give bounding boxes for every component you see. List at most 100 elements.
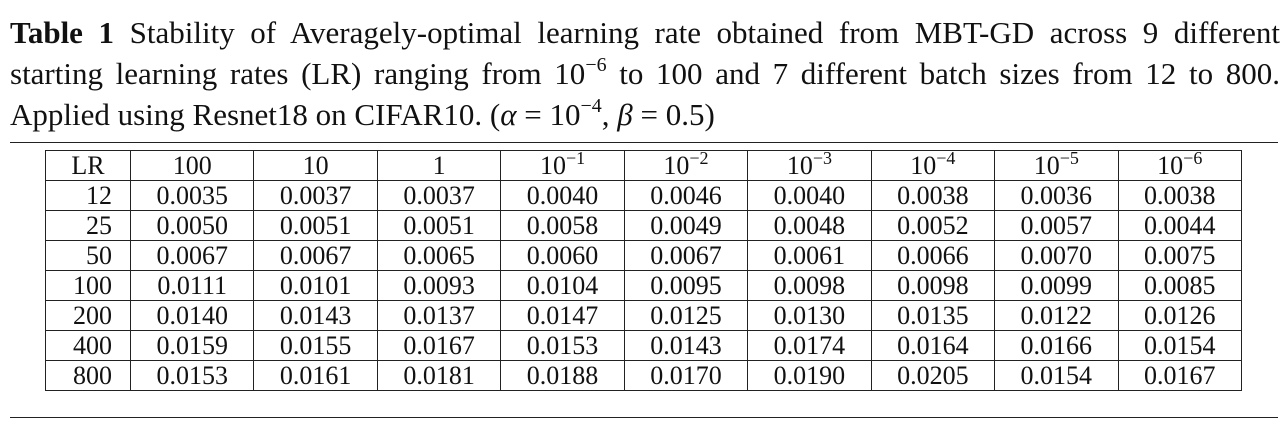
column-header: 10−4 — [870, 148, 996, 181]
value-cell: 0.0050 — [129, 210, 255, 241]
value-cell: 0.0135 — [870, 300, 996, 331]
value-cell: 0.0067 — [129, 240, 255, 271]
value-cell: 0.0049 — [623, 210, 749, 241]
value-cell: 0.0154 — [1117, 330, 1242, 361]
value-cell: 0.0051 — [253, 210, 378, 241]
bottom-rule — [10, 417, 1278, 418]
value-cell: 0.0104 — [500, 270, 625, 301]
caption-comma: , — [601, 97, 618, 132]
value-cell: 0.0036 — [994, 180, 1119, 211]
value-cell: 0.0066 — [870, 240, 996, 271]
value-cell: 0.0093 — [376, 270, 502, 301]
value-cell: 0.0070 — [994, 240, 1119, 271]
value-cell: 0.0046 — [623, 180, 749, 211]
corner-header: LR — [45, 150, 131, 181]
value-cell: 0.0060 — [500, 240, 625, 271]
column-header-base: 10 — [539, 151, 566, 180]
column-header-exponent: −1 — [565, 148, 586, 168]
column-header-base: 10 — [786, 151, 813, 180]
column-header-exponent: −2 — [689, 148, 709, 168]
value-cell: 0.0126 — [1117, 300, 1242, 331]
value-cell: 0.0174 — [747, 330, 872, 361]
value-cell: 0.0130 — [747, 300, 872, 331]
batch-size-cell: 100 — [45, 270, 131, 301]
value-cell: 0.0111 — [129, 270, 255, 301]
column-header-base: 10 — [910, 151, 937, 180]
value-cell: 0.0037 — [253, 180, 378, 211]
beta-symbol: β — [617, 97, 633, 132]
table-row: 25 0.0050 0.0051 0.0051 0.0058 0.0049 0.0048 0.… — [45, 210, 1242, 241]
value-cell: 0.0125 — [623, 300, 749, 331]
value-cell: 0.0147 — [500, 300, 625, 331]
column-header-base: 1 — [432, 151, 446, 180]
value-cell: 0.0143 — [253, 300, 378, 331]
column-header: 10−3 — [747, 148, 872, 181]
value-cell: 0.0048 — [747, 210, 872, 241]
batch-size-cell: 12 — [45, 180, 131, 211]
column-header-base: 100 — [172, 151, 212, 180]
value-cell: 0.0058 — [500, 210, 625, 241]
value-cell: 0.0095 — [623, 270, 749, 301]
column-header: 10−6 — [1117, 148, 1242, 181]
value-cell: 0.0057 — [994, 210, 1119, 241]
value-cell: 0.0067 — [623, 240, 749, 271]
column-header-base: 10 — [302, 151, 329, 180]
value-cell: 0.0137 — [376, 300, 502, 331]
batch-size-cell: 50 — [45, 240, 131, 271]
value-cell: 0.0154 — [994, 360, 1119, 391]
table-row: 100 0.0111 0.0101 0.0093 0.0104 0.0095 0.0098 0… — [45, 270, 1242, 301]
value-cell: 0.0065 — [376, 240, 502, 271]
value-cell: 0.0159 — [129, 330, 255, 361]
batch-size-cell: 800 — [45, 360, 131, 391]
value-cell: 0.0040 — [500, 180, 625, 211]
column-header: 10−2 — [623, 148, 749, 181]
caption-text-part1: Stability of Averagely-optimal learning … — [10, 15, 1281, 91]
table-header: LR 100 10 1 10−1 10−2 10−3 10−4 10−5 10−6 — [45, 148, 1242, 181]
column-header-exponent: −5 — [1059, 148, 1079, 168]
value-cell: 0.0098 — [747, 270, 872, 301]
value-cell: 0.0098 — [870, 270, 996, 301]
value-cell: 0.0153 — [500, 330, 625, 361]
value-cell: 0.0170 — [623, 360, 749, 391]
alpha-equals: = 10 — [516, 97, 581, 132]
table-caption: Table 1 Stability of Averagely-optimal l… — [10, 12, 1280, 135]
value-cell: 0.0038 — [1117, 180, 1242, 211]
caption-label: Table 1 — [10, 15, 115, 50]
value-cell: 0.0190 — [747, 360, 872, 391]
table-row: 800 0.0153 0.0161 0.0181 0.0188 0.0170 0.0190 0… — [45, 360, 1242, 391]
value-cell: 0.0164 — [870, 330, 996, 361]
value-cell: 0.0085 — [1117, 270, 1242, 301]
value-cell: 0.0075 — [1117, 240, 1242, 271]
value-cell: 0.0122 — [994, 300, 1119, 331]
table-row: 50 0.0067 0.0067 0.0065 0.0060 0.0067 0.0061 0.… — [45, 240, 1242, 271]
batch-size-cell: 25 — [45, 210, 131, 241]
value-cell: 0.0166 — [994, 330, 1119, 361]
value-cell: 0.0167 — [1117, 360, 1242, 391]
table-row: 200 0.0140 0.0143 0.0137 0.0147 0.0125 0.0130 0… — [45, 300, 1242, 331]
value-cell: 0.0205 — [870, 360, 996, 391]
column-header: 10 — [253, 150, 378, 181]
value-cell: 0.0061 — [747, 240, 872, 271]
column-header: 1 — [376, 150, 502, 181]
results-table: LR 100 10 1 10−1 10−2 10−3 10−4 10−5 10−6 12 0.00… — [45, 148, 1242, 391]
table-body: 12 0.0035 0.0037 0.0037 0.0040 0.0046 0.0040 0.… — [45, 180, 1242, 391]
value-cell: 0.0101 — [253, 270, 378, 301]
caption-text-part2: to 100 and 7 different batch sizes from … — [10, 56, 1280, 132]
column-header: 100 — [129, 150, 255, 181]
alpha-symbol: α — [500, 97, 517, 132]
column-header-base: 10 — [663, 151, 690, 180]
column-header-exponent: −6 — [1183, 148, 1203, 168]
value-cell: 0.0037 — [376, 180, 502, 211]
value-cell: 0.0167 — [376, 330, 502, 361]
value-cell: 0.0161 — [253, 360, 378, 391]
value-cell: 0.0038 — [870, 180, 996, 211]
value-cell: 0.0153 — [129, 360, 255, 391]
header-row: LR 100 10 1 10−1 10−2 10−3 10−4 10−5 10−6 — [45, 148, 1242, 181]
column-header-exponent: −3 — [812, 148, 832, 168]
column-header: 10−1 — [500, 148, 625, 181]
beta-equals: = 0.5) — [632, 97, 715, 132]
value-cell: 0.0181 — [376, 360, 502, 391]
value-cell: 0.0052 — [870, 210, 996, 241]
column-header-exponent: −4 — [936, 148, 956, 168]
value-cell: 0.0140 — [129, 300, 255, 331]
